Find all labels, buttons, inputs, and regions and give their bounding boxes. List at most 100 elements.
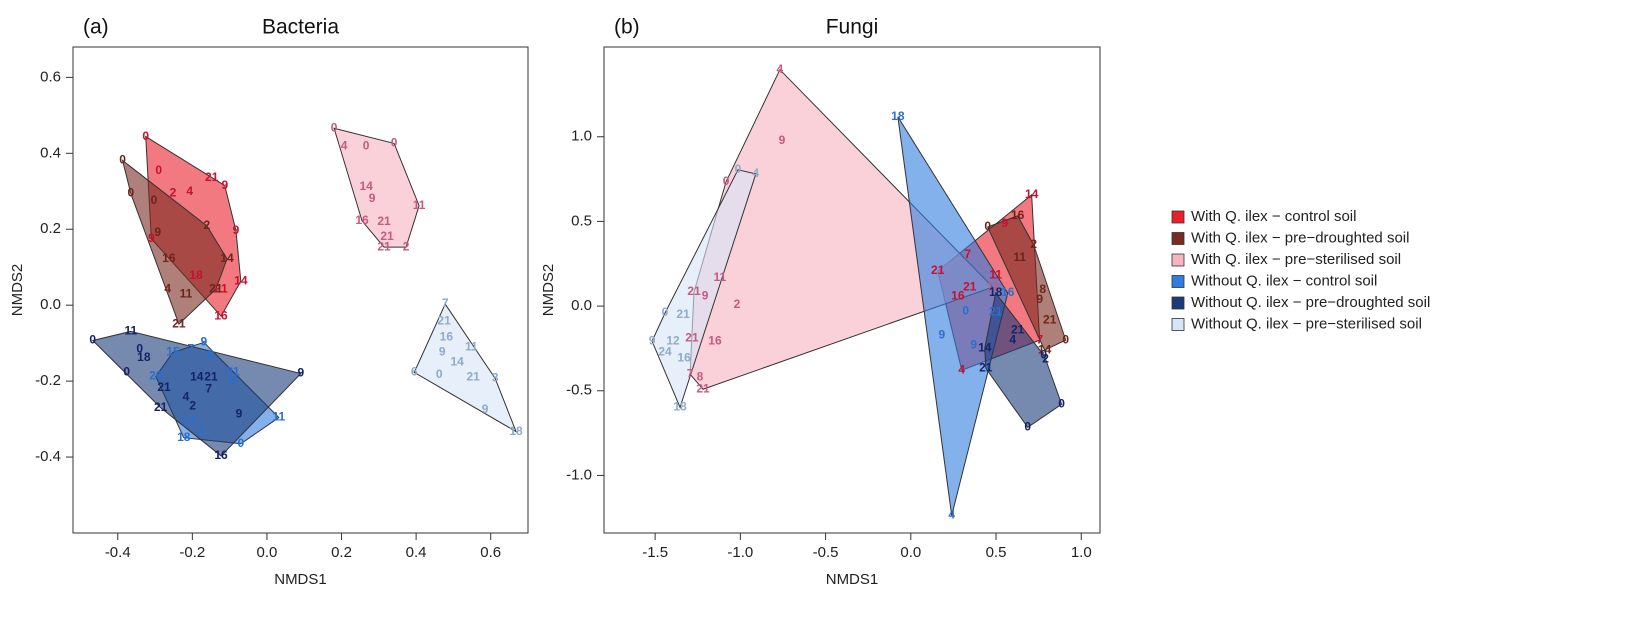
point-label: 16 (708, 333, 722, 347)
point-label: 0 (735, 162, 742, 176)
point-label: 21 (696, 381, 710, 395)
point-label: 7 (188, 341, 195, 355)
point-label: 11 (273, 410, 286, 424)
point-label: 11 (413, 198, 426, 212)
point-label: 21 (154, 400, 168, 414)
point-label: 0 (89, 333, 96, 347)
y-tick-label: 0.4 (40, 144, 61, 161)
point-label: 9 (201, 335, 208, 349)
point-label: 16 (951, 288, 965, 302)
point-label: 15 (166, 344, 180, 358)
legend-swatch (1171, 210, 1185, 224)
point-label: 0 (723, 174, 730, 188)
point-label: 9 (938, 327, 945, 341)
point-label: 11 (1013, 250, 1026, 264)
point-label: 21 (687, 284, 701, 298)
point-label: 12 (666, 333, 680, 347)
point-label: 4 (958, 362, 965, 376)
point-label: 9 (702, 288, 709, 302)
point-label: 0 (363, 139, 370, 153)
point-label: 2 (734, 297, 741, 311)
point-label: 2 (204, 218, 211, 232)
legend-swatch (1171, 275, 1185, 288)
legend-swatch (1171, 318, 1185, 331)
hull (121, 159, 228, 326)
point-label: 16 (677, 350, 691, 364)
point-label: 9 (208, 347, 215, 361)
legend-label: With Q. ilex − pre−sterilised soil (1191, 251, 1401, 268)
x-tick-label: 0.0 (257, 544, 278, 561)
point-label: 7 (964, 247, 971, 261)
point-label: 21 (377, 214, 391, 228)
point-label: 14 (1038, 342, 1052, 356)
point-label: 0 (1058, 396, 1065, 410)
point-label: 0 (151, 193, 158, 207)
point-label: 2 (198, 423, 205, 437)
point-label: 21 (437, 313, 451, 327)
point-label: 16 (162, 251, 176, 265)
point-label: 0 (1024, 420, 1031, 434)
point-label: 9 (236, 407, 243, 421)
point-label: 9 (221, 178, 228, 192)
point-label: 21 (979, 360, 993, 374)
y-axis-label: NMDS2 (540, 264, 557, 317)
point-label: 18 (989, 285, 1003, 299)
point-label: 0 (142, 129, 149, 143)
point-label: 21 (204, 370, 218, 384)
hull (897, 116, 1009, 516)
y-tick-label: -0.2 (35, 372, 61, 389)
point-label: 0 (229, 374, 236, 388)
point-label: 11 (465, 340, 478, 354)
point-label: 16 (355, 213, 369, 227)
point-label: 7 (205, 382, 212, 396)
point-label: 0 (127, 186, 134, 200)
point-label: 9 (298, 366, 305, 380)
point-label: 2 (189, 399, 196, 413)
y-tick-label: -0.5 (566, 382, 592, 399)
point-label: 14 (190, 370, 204, 384)
point-label: 9 (154, 225, 161, 239)
x-tick-label: 1.0 (1071, 544, 1092, 561)
hull (413, 303, 518, 433)
point-label: 0 (962, 303, 969, 317)
point-label: 4 (341, 139, 348, 153)
point-label: 0 (436, 367, 443, 381)
y-axis-label: NMDS2 (9, 264, 26, 317)
chart-title: Fungi (826, 16, 879, 39)
point-label: 16 (1001, 285, 1015, 299)
point-label: 14 (450, 355, 464, 369)
legend-label: With Q. ilex − pre−droughted soil (1191, 229, 1409, 246)
point-label: 9 (1001, 216, 1008, 230)
point-label: 8 (697, 369, 704, 383)
x-tick-label: 0.6 (480, 544, 501, 561)
hull (984, 291, 1063, 429)
point-label: 4 (183, 390, 190, 404)
y-tick-label: 0.6 (40, 68, 61, 85)
point-label: 8 (1039, 282, 1046, 296)
point-label: 11 (124, 324, 137, 338)
point-label: 14 (1025, 187, 1039, 201)
point-label: 11 (180, 286, 193, 300)
y-tick-label: 1.0 (571, 128, 592, 145)
y-tick-label: 0.0 (40, 296, 61, 313)
y-tick-label: 0.0 (571, 297, 592, 314)
point-label: 16 (440, 330, 454, 344)
y-tick-label: 0.5 (571, 212, 592, 229)
point-label: 0 (1062, 332, 1069, 346)
point-label: 31 (226, 365, 240, 379)
point-label: 7 (442, 296, 449, 310)
x-tick-label: -1.5 (642, 544, 668, 561)
x-axis-label: NMDS1 (274, 571, 327, 588)
point-label: 16 (214, 308, 228, 322)
point-label: 3 (492, 371, 499, 385)
x-tick-label: -0.2 (179, 544, 205, 561)
point-label: 21 (931, 263, 945, 277)
point-label: 0 (1040, 347, 1047, 361)
hull (651, 169, 757, 409)
chart-title: Bacteria (262, 16, 339, 39)
legend-label: Without Q. ilex − pre−droughted soil (1191, 294, 1430, 311)
point-label: 11 (714, 270, 727, 284)
y-tick-label: 0.2 (40, 220, 61, 237)
point-label: 21 (205, 170, 219, 184)
